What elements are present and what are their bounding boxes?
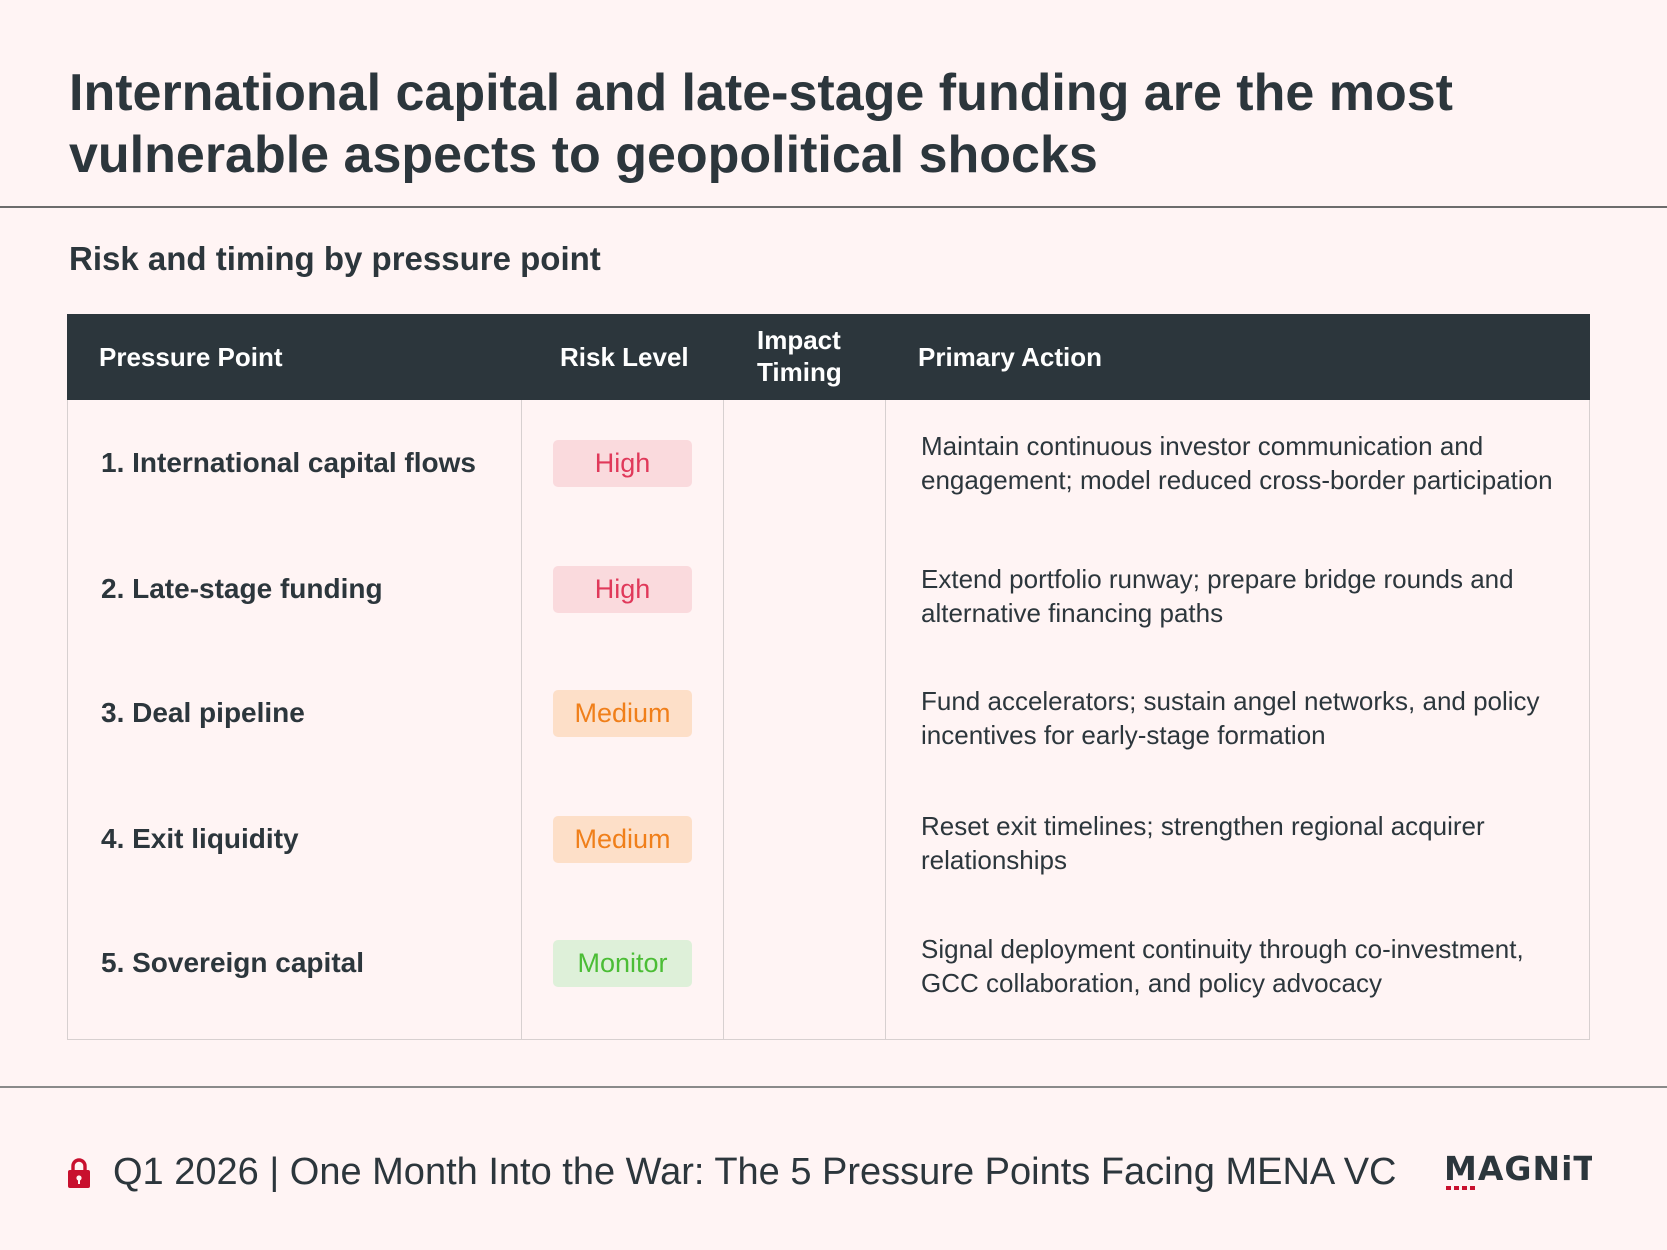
pressure-point-table: Pressure Point Risk Level Impact Timing … [67, 314, 1590, 1040]
risk-level-badge: High [553, 566, 692, 613]
table-subtitle: Risk and timing by pressure point [69, 240, 601, 277]
table-row: 3. Deal pipeline Medium Fund accelerators;… [68, 650, 1589, 776]
footer-report-title: Q1 2026 | One Month Into the War: The 5 … [113, 1151, 1397, 1193]
page-title: International capital and late-stage fun… [69, 64, 1453, 184]
risk-level-badge: Monitor [553, 940, 692, 987]
risk-level-badge: Medium [553, 690, 692, 737]
magnitt-logo: MAGNiTT [1444, 1150, 1592, 1190]
table-header: Pressure Point Risk Level Impact Timing … [67, 314, 1590, 400]
header-risk-level: Risk Level [560, 342, 689, 372]
header-pressure-point: Pressure Point [99, 342, 283, 372]
primary-action-text: Extend portfolio runway; prepare bridge … [921, 564, 1514, 628]
pressure-point-label: 1. International capital flows [101, 447, 476, 478]
pressure-point-label: 2. Late-stage funding [101, 573, 383, 604]
risk-level-badge: High [553, 440, 692, 487]
logo-text: MAGNiTT [1444, 1150, 1592, 1188]
lock-icon [68, 1158, 90, 1188]
table-row: 5. Sovereign capital Monitor Signal deploy… [68, 900, 1589, 1026]
title-divider [0, 206, 1667, 208]
risk-level-badge: Medium [553, 816, 692, 863]
header-impact-timing: Impact Timing [757, 325, 842, 387]
primary-action-text: Signal deployment continuity through co-… [921, 934, 1524, 998]
column-divider [723, 400, 724, 1040]
column-divider [885, 400, 886, 1040]
primary-action-text: Fund accelerators; sustain angel network… [921, 686, 1540, 750]
pressure-point-label: 4. Exit liquidity [101, 823, 299, 854]
primary-action-text: Reset exit timelines; strengthen regiona… [921, 811, 1485, 875]
header-primary-action: Primary Action [918, 342, 1102, 372]
column-divider [521, 400, 522, 1040]
table-row: 4. Exit liquidity Medium Reset exit timeli… [68, 776, 1589, 902]
footer-divider [0, 1086, 1667, 1088]
table-row: 1. International capital flows High Mainta… [68, 400, 1589, 526]
primary-action-text: Maintain continuous investor communicati… [921, 431, 1553, 495]
table-row: 2. Late-stage funding High Extend portfoli… [68, 526, 1589, 652]
pressure-point-label: 5. Sovereign capital [101, 947, 364, 978]
pressure-point-label: 3. Deal pipeline [101, 697, 305, 728]
